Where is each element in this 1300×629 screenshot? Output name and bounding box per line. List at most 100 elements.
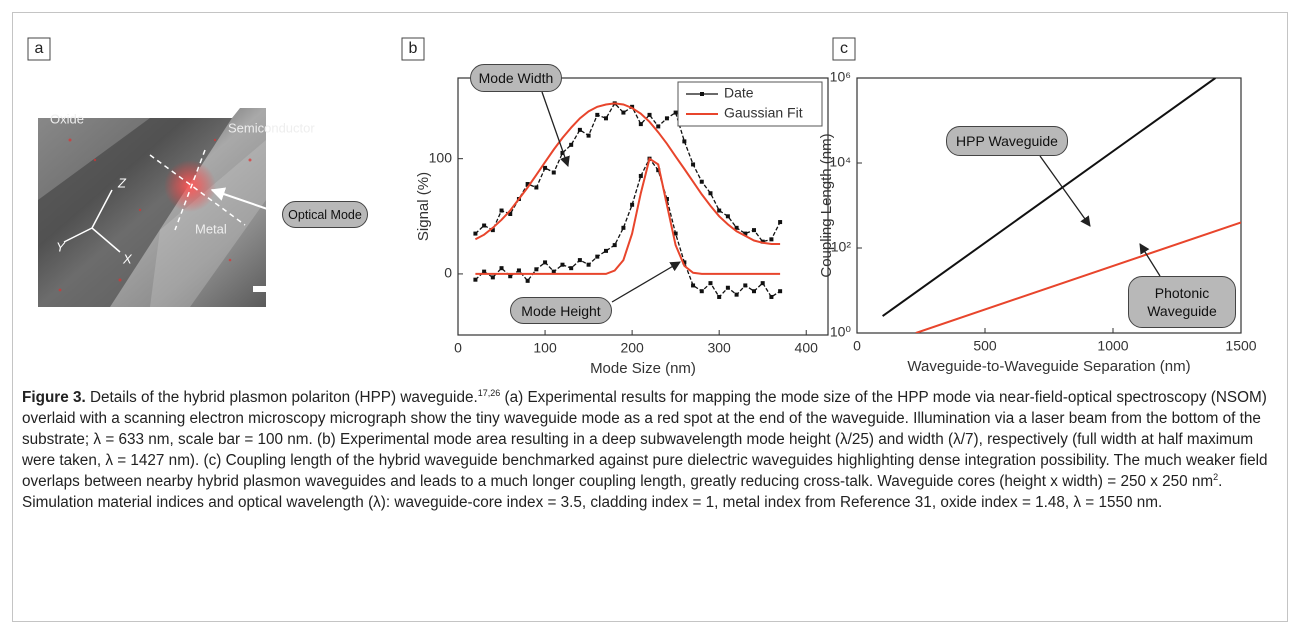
region-label: Semiconductor	[228, 120, 315, 135]
data-point	[595, 254, 600, 259]
dashed-line	[149, 154, 246, 226]
caption-text: . Simulation material indices and optica…	[22, 473, 1223, 511]
data-point	[499, 266, 504, 271]
axis-glyph-label: Z	[117, 175, 127, 190]
data-point	[682, 260, 687, 265]
data-point	[664, 116, 669, 121]
plot-frame	[457, 77, 829, 336]
data-point	[760, 281, 765, 286]
speckle	[58, 138, 252, 292]
x-tick-label: 300	[707, 340, 731, 356]
callout: Mode Width	[470, 64, 562, 92]
x-tick-label: 100	[533, 340, 557, 356]
data-point	[604, 248, 608, 253]
data-point	[673, 110, 678, 115]
data-point	[473, 231, 478, 236]
data-point	[717, 208, 722, 213]
panel-label-box	[27, 37, 51, 61]
data-point	[647, 112, 652, 117]
figure-frame	[12, 12, 1288, 622]
callout-arrow	[1039, 155, 1091, 227]
legend-label: Date	[724, 85, 754, 101]
x-tick-label: 200	[620, 340, 644, 356]
data-point	[656, 124, 661, 129]
data-point	[734, 225, 739, 230]
data-point	[499, 208, 504, 213]
data-point	[691, 283, 696, 288]
data-point	[577, 258, 582, 263]
data-point	[621, 110, 626, 115]
plot-frame	[856, 77, 1242, 334]
data-point	[543, 260, 548, 265]
data-point	[778, 289, 783, 294]
data-point	[656, 168, 661, 173]
callout-label: Optical Mode	[282, 201, 368, 228]
callout-arrow	[611, 261, 681, 303]
plot-area	[882, 78, 1241, 333]
series-line	[474, 157, 781, 299]
data-point	[516, 268, 521, 273]
y-axis-title: Signal (%)	[415, 172, 432, 241]
x-tick-label: 0	[853, 338, 861, 354]
series-line	[882, 78, 1216, 317]
legend-box	[677, 81, 823, 127]
data-point	[525, 182, 530, 187]
figure: a Oxide Semiconductor Metal Optical Mode…	[27, 37, 1257, 377]
x-axis-title: Mode Size (nm)	[590, 360, 696, 377]
data-point	[604, 116, 608, 121]
caption-reference: 17,26	[477, 387, 501, 398]
data-point	[534, 267, 539, 272]
axes-glyph	[63, 189, 121, 253]
data-point	[534, 185, 539, 190]
caption-text: (a) Experimental results for mapping the…	[22, 389, 1268, 490]
data-point	[560, 150, 565, 155]
region-label: Oxide	[50, 111, 84, 126]
data-point	[760, 239, 765, 244]
optical-mode-spot	[164, 160, 216, 212]
panel-label: a	[35, 40, 44, 57]
callout-label: Mode Height	[510, 297, 612, 324]
data-point	[482, 223, 487, 228]
data-point	[490, 228, 495, 233]
callout: HPP Waveguide	[946, 126, 1068, 156]
data-point	[490, 275, 495, 280]
panel-a: a Oxide Semiconductor Metal Optical Mode…	[27, 37, 368, 307]
y-tick-label: 10⁰	[830, 324, 852, 340]
data-point	[725, 214, 730, 219]
data-point	[778, 220, 783, 225]
x-tick-label: 0	[454, 340, 462, 356]
data-point	[551, 170, 556, 175]
panel-label-box	[832, 37, 856, 61]
x-tick-label: 1500	[1225, 338, 1256, 354]
data-point	[621, 225, 626, 230]
caption-text: Details of the hybrid plasmon polariton …	[90, 389, 478, 406]
data-point	[699, 179, 704, 184]
data-point	[717, 294, 722, 299]
data-point	[508, 211, 513, 216]
callout-arrow	[1139, 243, 1161, 277]
data-point	[638, 173, 643, 178]
data-point	[586, 262, 591, 267]
panel-label: b	[409, 40, 418, 57]
x-tick-label: 400	[795, 340, 819, 356]
data-point	[673, 231, 678, 236]
data-point	[769, 237, 774, 242]
data-point	[682, 139, 687, 144]
x-tick-label: 500	[973, 338, 997, 354]
data-point	[743, 231, 748, 236]
plot-area	[473, 101, 783, 299]
data-point	[569, 266, 574, 271]
data-point	[752, 289, 756, 294]
data-point	[630, 202, 635, 207]
axis-glyph-label: X	[122, 251, 133, 266]
caption-label: Figure 3.	[22, 389, 86, 406]
data-point	[699, 289, 704, 294]
y-tick-label: 10⁶	[830, 69, 851, 85]
data-point	[577, 127, 582, 132]
y-tick-label: 10²	[831, 239, 852, 255]
x-tick-label: 1000	[1097, 338, 1128, 354]
data-point	[473, 277, 478, 282]
y-tick-label: 10⁴	[829, 154, 851, 170]
y-axis-title: Coupling Length (nm)	[818, 133, 835, 277]
data-point	[482, 269, 487, 274]
